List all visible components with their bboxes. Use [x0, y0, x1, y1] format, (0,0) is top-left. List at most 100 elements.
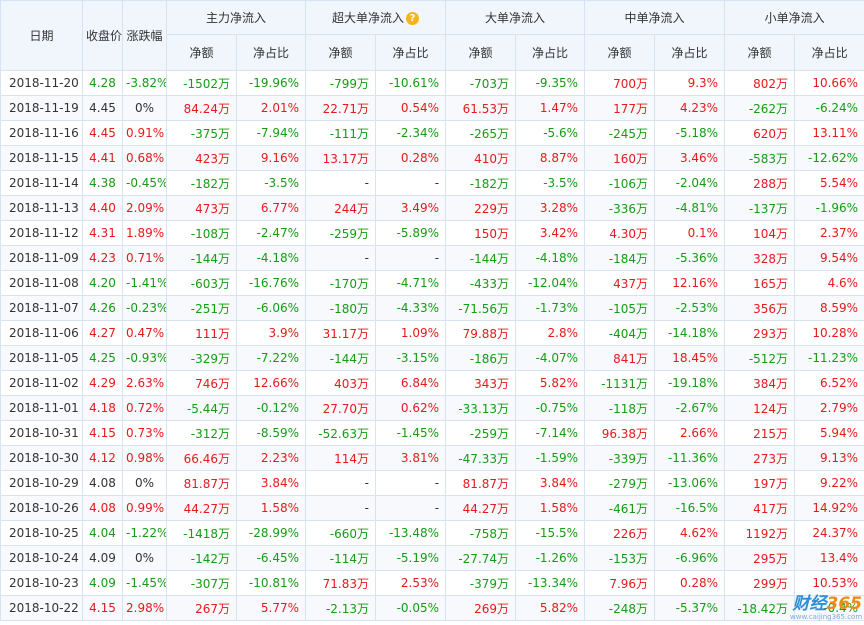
main-ratio-cell: -10.81% [235, 570, 307, 596]
header-date: 日期 [0, 0, 83, 71]
small-amount-cell: 802万 [724, 70, 796, 96]
change-cell: 0% [122, 95, 167, 121]
mid-ratio-cell: -5.37% [654, 595, 726, 621]
big-ratio-cell: 8.87% [515, 145, 586, 171]
mid-ratio-cell: -5.18% [654, 120, 726, 146]
date-cell: 2018-10-26 [0, 495, 83, 521]
main-ratio-cell: -7.94% [235, 120, 307, 146]
subheader-ratio: 净占比 [375, 34, 447, 71]
change-cell: 0.71% [122, 245, 167, 271]
big-ratio-cell: 5.82% [515, 370, 586, 396]
mid-amount-cell: -339万 [584, 445, 656, 471]
close-cell: 4.27 [82, 320, 123, 346]
change-cell: -0.93% [122, 345, 167, 371]
table-row: 2018-11-16 4.45 0.91% -375万 -7.94% -111万 -2.34… [0, 120, 864, 146]
small-ratio-cell: 13.4% [794, 545, 864, 571]
main-amount-cell: 423万 [166, 145, 237, 171]
help-icon[interactable]: ? [406, 12, 420, 25]
big-ratio-cell: -9.35% [515, 70, 586, 96]
super-amount-cell: -114万 [305, 545, 377, 571]
main-amount-cell: -144万 [166, 245, 237, 271]
subheader-ratio: 净占比 [515, 34, 586, 71]
small-ratio-cell: 10.53% [794, 570, 864, 596]
main-ratio-cell: -3.5% [235, 170, 307, 196]
close-cell: 4.45 [82, 120, 123, 146]
super-amount-cell: - [305, 245, 377, 271]
table-row: 2018-10-30 4.12 0.98% 66.46万 2.23% 114万 3.81% -… [0, 445, 864, 471]
close-cell: 4.08 [82, 470, 123, 496]
mid-amount-cell: 437万 [584, 270, 656, 296]
super-ratio-cell: - [375, 245, 447, 271]
small-amount-cell: 299万 [724, 570, 796, 596]
change-cell: -0.45% [122, 170, 167, 196]
big-amount-cell: -758万 [445, 520, 517, 546]
small-ratio-cell: 6.52% [794, 370, 864, 396]
small-amount-cell: 1192万 [724, 520, 796, 546]
mid-ratio-cell: -11.36% [654, 445, 726, 471]
close-cell: 4.25 [82, 345, 123, 371]
main-amount-cell: -182万 [166, 170, 237, 196]
mid-amount-cell: -153万 [584, 545, 656, 571]
mid-ratio-cell: -13.06% [654, 470, 726, 496]
small-amount-cell: 620万 [724, 120, 796, 146]
super-amount-cell: 31.17万 [305, 320, 377, 346]
table-row: 2018-11-06 4.27 0.47% 111万 3.9% 31.17万 1.09% 79… [0, 320, 864, 346]
big-amount-cell: 269万 [445, 595, 517, 621]
big-amount-cell: -265万 [445, 120, 517, 146]
small-amount-cell: 165万 [724, 270, 796, 296]
small-amount-cell: -583万 [724, 145, 796, 171]
header-main-inflow: 主力净流入 [165, 0, 307, 35]
big-ratio-cell: -1.59% [515, 445, 586, 471]
big-ratio-cell: 3.84% [515, 470, 586, 496]
main-amount-cell: -251万 [166, 295, 237, 321]
big-ratio-cell: 3.42% [515, 220, 586, 246]
subheader-amount: 净额 [584, 34, 656, 71]
main-ratio-cell: -4.18% [235, 245, 307, 271]
change-cell: 0.98% [122, 445, 167, 471]
date-cell: 2018-11-08 [0, 270, 83, 296]
super-ratio-cell: -4.33% [375, 295, 447, 321]
small-amount-cell: 124万 [724, 395, 796, 421]
small-ratio-cell: 2.79% [794, 395, 864, 421]
table-row: 2018-10-26 4.08 0.99% 44.27万 1.58% - -44.27万 1.… [0, 495, 864, 521]
change-cell: -1.45% [122, 570, 167, 596]
close-cell: 4.41 [82, 145, 123, 171]
super-ratio-cell: -13.48% [375, 520, 447, 546]
mid-ratio-cell: 12.16% [654, 270, 726, 296]
mid-amount-cell: 226万 [584, 520, 656, 546]
main-ratio-cell: 3.84% [235, 470, 307, 496]
big-amount-cell: -186万 [445, 345, 517, 371]
table-row: 2018-10-22 4.15 2.98% 267万 5.77% -2.13万 -0.05%… [0, 595, 864, 621]
small-ratio-cell: -6.24% [794, 95, 864, 121]
main-amount-cell: -1502万 [166, 70, 237, 96]
super-amount-cell: 244万 [305, 195, 377, 221]
close-cell: 4.31 [82, 220, 123, 246]
main-ratio-cell: -2.47% [235, 220, 307, 246]
main-amount-cell: 473万 [166, 195, 237, 221]
close-cell: 4.15 [82, 420, 123, 446]
small-amount-cell: -512万 [724, 345, 796, 371]
main-ratio-cell: -6.06% [235, 295, 307, 321]
main-amount-cell: 84.24万 [166, 95, 237, 121]
change-cell: 0.47% [122, 320, 167, 346]
super-ratio-cell: -5.19% [375, 545, 447, 571]
main-amount-cell: -5.44万 [166, 395, 237, 421]
small-ratio-cell: 13.11% [794, 120, 864, 146]
header-mid-inflow: 中单净流入 [584, 0, 726, 35]
main-amount-cell: 746万 [166, 370, 237, 396]
super-amount-cell: -259万 [305, 220, 377, 246]
main-ratio-cell: 12.66% [235, 370, 307, 396]
small-amount-cell: 295万 [724, 545, 796, 571]
big-amount-cell: 44.27万 [445, 495, 517, 521]
watermark-text: 财经 [792, 594, 827, 614]
super-ratio-cell: 0.54% [375, 95, 447, 121]
small-amount-cell: -262万 [724, 95, 796, 121]
date-cell: 2018-11-15 [0, 145, 83, 171]
close-cell: 4.08 [82, 495, 123, 521]
close-cell: 4.38 [82, 170, 123, 196]
small-ratio-cell: -0.4% [794, 595, 864, 621]
small-ratio-cell: 24.37% [794, 520, 864, 546]
mid-amount-cell: -461万 [584, 495, 656, 521]
main-ratio-cell: -19.96% [235, 70, 307, 96]
big-ratio-cell: -1.26% [515, 545, 586, 571]
